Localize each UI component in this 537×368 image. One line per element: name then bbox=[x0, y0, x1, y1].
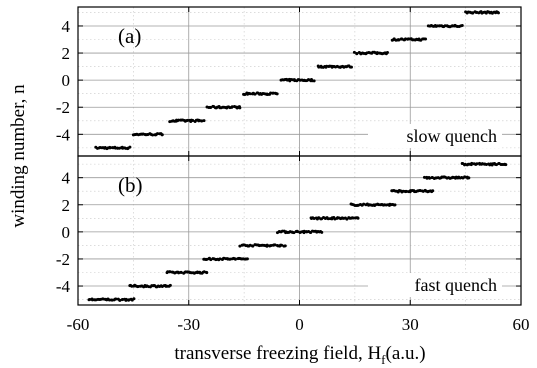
y-tick-label: 4 bbox=[62, 17, 71, 36]
data-point bbox=[393, 203, 397, 207]
data-point bbox=[283, 244, 287, 248]
data-point bbox=[317, 65, 321, 69]
panel-label: (a) bbox=[118, 24, 141, 48]
quench-annotation: slow quench bbox=[407, 126, 497, 146]
data-point bbox=[108, 146, 112, 150]
x-axis-title-unit: (a.u.) bbox=[386, 343, 426, 364]
data-point bbox=[202, 119, 206, 123]
data-point bbox=[428, 176, 432, 180]
data-point bbox=[177, 271, 181, 275]
y-tick-label: 0 bbox=[62, 223, 71, 242]
data-point bbox=[422, 175, 426, 179]
y-tick-label: -4 bbox=[56, 277, 71, 296]
data-point bbox=[191, 118, 195, 122]
data-point bbox=[88, 297, 92, 301]
y-tick-label: 2 bbox=[62, 196, 71, 215]
data-point bbox=[118, 298, 122, 302]
y-tick-label: 0 bbox=[62, 71, 71, 90]
x-axis: -60 -30 0 30 60 bbox=[67, 315, 530, 334]
data-point bbox=[230, 105, 234, 109]
data-point bbox=[248, 92, 252, 96]
quench-annotation: fast quench bbox=[415, 275, 497, 295]
data-point bbox=[470, 161, 474, 165]
data-point bbox=[356, 216, 360, 220]
data-point bbox=[471, 11, 475, 15]
data-point bbox=[156, 132, 160, 136]
panel-label: (b) bbox=[118, 173, 143, 197]
x-tick-label: -30 bbox=[177, 315, 200, 334]
annotation-background bbox=[368, 124, 502, 148]
data-point bbox=[186, 118, 190, 122]
data-point bbox=[275, 92, 279, 96]
data-point bbox=[385, 51, 389, 55]
data-point bbox=[128, 145, 132, 149]
panel-a: -4 -2 0 2 4 (a) slow quench bbox=[56, 6, 522, 157]
data-point bbox=[265, 243, 269, 247]
data-point bbox=[423, 37, 427, 41]
data-point bbox=[253, 92, 257, 96]
data-point bbox=[362, 202, 366, 206]
data-point bbox=[177, 118, 181, 122]
data-point bbox=[218, 257, 222, 261]
data-point bbox=[151, 133, 155, 137]
data-point bbox=[496, 11, 500, 15]
annotation-background bbox=[368, 273, 502, 297]
data-point bbox=[132, 297, 136, 301]
data-point bbox=[280, 243, 284, 247]
y-tick-label: 2 bbox=[62, 44, 71, 63]
data-point bbox=[114, 297, 118, 301]
x-axis-title: transverse freezing field, Hf(a.u.) bbox=[174, 343, 425, 367]
y-tick-label: -4 bbox=[56, 125, 71, 144]
data-point bbox=[475, 162, 479, 166]
x-axis-title-main: transverse freezing field, H bbox=[174, 343, 381, 364]
plot-frame bbox=[77, 155, 522, 306]
data-point bbox=[160, 133, 164, 137]
data-point bbox=[463, 175, 467, 179]
y-tick-label: -2 bbox=[56, 250, 70, 269]
x-tick-label: 0 bbox=[295, 315, 304, 334]
data-point bbox=[245, 257, 249, 261]
data-point bbox=[302, 229, 306, 233]
data-point bbox=[460, 24, 464, 28]
data-point bbox=[320, 230, 324, 234]
data-point bbox=[352, 50, 356, 54]
data-point bbox=[209, 106, 213, 110]
data-point bbox=[238, 106, 242, 110]
x-axis-title-subscript: f bbox=[381, 352, 386, 367]
data-point bbox=[168, 283, 172, 287]
data-point bbox=[312, 79, 316, 83]
data-point bbox=[467, 176, 471, 180]
data-point bbox=[179, 270, 183, 274]
x-tick-label: 30 bbox=[402, 315, 419, 334]
data-point bbox=[205, 271, 209, 275]
x-tick-label: -60 bbox=[67, 315, 90, 334]
y-tick-label: 4 bbox=[62, 169, 71, 188]
data-point bbox=[273, 243, 277, 247]
data-point bbox=[504, 163, 508, 167]
y-tick-label: -2 bbox=[56, 98, 70, 117]
data-point bbox=[233, 257, 237, 261]
x-tick-label: 60 bbox=[513, 315, 530, 334]
y-axis-title: winding number, n bbox=[8, 84, 29, 228]
panel-b: -4 -2 0 2 4 (b) fast quench bbox=[56, 155, 522, 306]
data-point bbox=[431, 189, 435, 193]
data-point bbox=[355, 51, 359, 55]
data-point bbox=[251, 244, 255, 248]
data-point bbox=[296, 230, 300, 234]
data-point bbox=[349, 65, 353, 69]
data-point bbox=[351, 216, 355, 220]
